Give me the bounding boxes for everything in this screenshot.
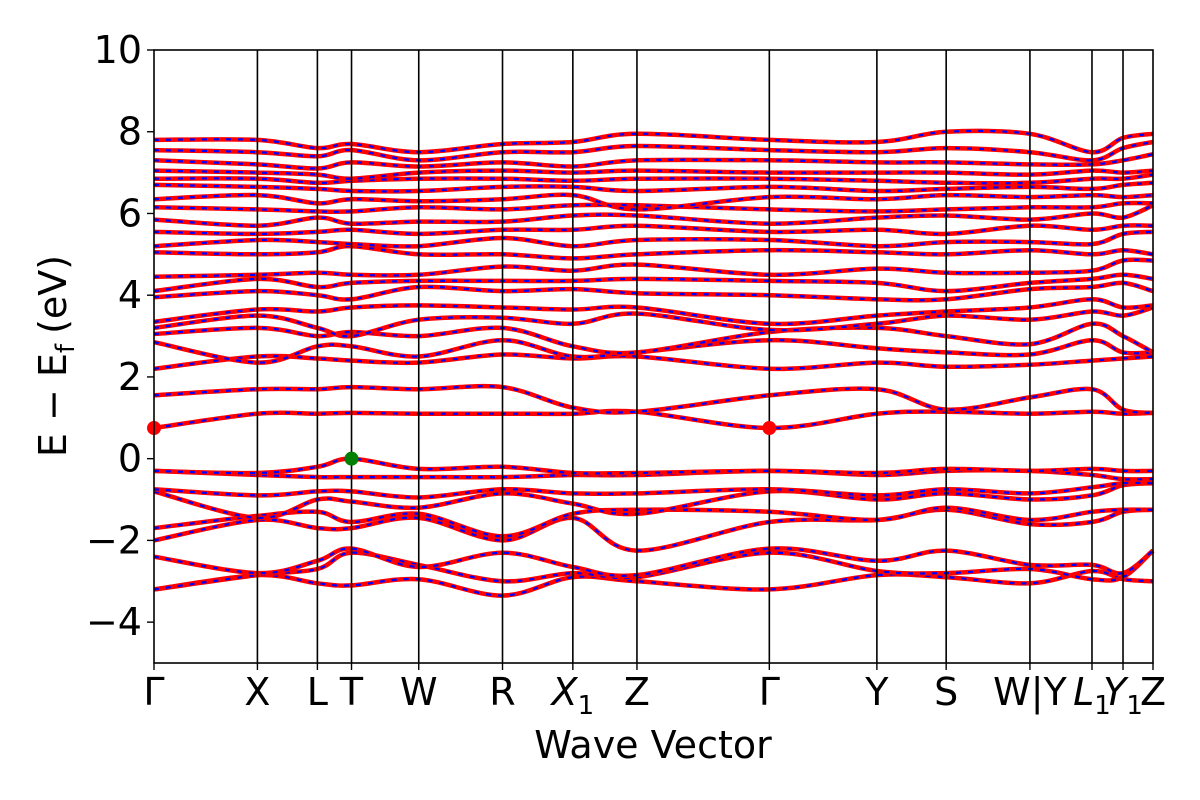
band-edge-point-1 xyxy=(762,421,777,436)
x-tick-label-0: Γ xyxy=(143,670,164,714)
y-axis-label-main: E − E xyxy=(31,353,75,457)
band-spin-up-6 xyxy=(153,480,1154,500)
band-edge-point-2 xyxy=(344,451,359,466)
x-axis-label: Wave Vector xyxy=(534,723,772,767)
x-tick-label-2: L xyxy=(307,670,328,714)
band-spin-up-18 xyxy=(153,257,1154,280)
kpoint-lines xyxy=(256,50,1124,663)
x-tick-label-7: Z xyxy=(624,670,650,714)
band-spin-down-29 xyxy=(153,140,1154,162)
bands-layer xyxy=(153,128,1155,598)
y-tick-label-1: −2 xyxy=(86,518,142,562)
x-tick-label-12: L1 xyxy=(1073,670,1111,721)
x-tick-label-11: W|Y xyxy=(993,670,1067,715)
band-spin-up-30 xyxy=(153,128,1154,155)
y-axis-label: E − Ef (eV) xyxy=(31,255,81,457)
band-spin-down-8 xyxy=(153,457,1154,475)
y-tick-label-7: 10 xyxy=(94,28,142,72)
y-tick-label-3: 2 xyxy=(118,355,142,399)
y-axis-label-unit: (eV) xyxy=(31,255,75,334)
x-tick-label-8: Γ xyxy=(759,670,780,714)
x-tick-label-5: R xyxy=(489,670,515,714)
band-spin-down-0 xyxy=(153,569,1154,597)
x-tick-label-3: T xyxy=(339,670,364,714)
plot-frame xyxy=(153,49,1154,664)
y-tick-label-6: 8 xyxy=(118,110,142,154)
x-tick-label-4: W xyxy=(400,670,438,714)
x-tick-label-6: X1 xyxy=(550,670,595,721)
x-tick-label-9: Y xyxy=(864,670,889,714)
y-tick-label-5: 6 xyxy=(118,191,142,235)
band-spin-down-24 xyxy=(153,193,1154,211)
x-tick-label-13: Y1 xyxy=(1103,670,1143,721)
y-axis-label-sub: f xyxy=(51,343,81,353)
band-spin-up-10 xyxy=(153,383,1154,416)
band-spin-up-19 xyxy=(153,243,1154,261)
band-spin-down-16 xyxy=(153,281,1154,302)
band-spin-down-13 xyxy=(153,322,1154,355)
y-tick-label-4: 4 xyxy=(118,273,142,317)
band-spin-up-17 xyxy=(153,272,1154,294)
y-tick-label-0: −4 xyxy=(86,600,142,644)
band-spin-down-22 xyxy=(153,204,1154,227)
highlight-points xyxy=(147,421,777,466)
y-ticks: −4 −2 0 2 4 6 8 10 xyxy=(86,28,154,644)
x-tick-label-1: X xyxy=(244,670,270,714)
x-tick-label-14: Z xyxy=(1140,670,1166,714)
y-tick-label-2: 0 xyxy=(118,437,142,481)
band-spin-up-21 xyxy=(153,223,1154,237)
x-tick-label-10: S xyxy=(934,670,958,714)
